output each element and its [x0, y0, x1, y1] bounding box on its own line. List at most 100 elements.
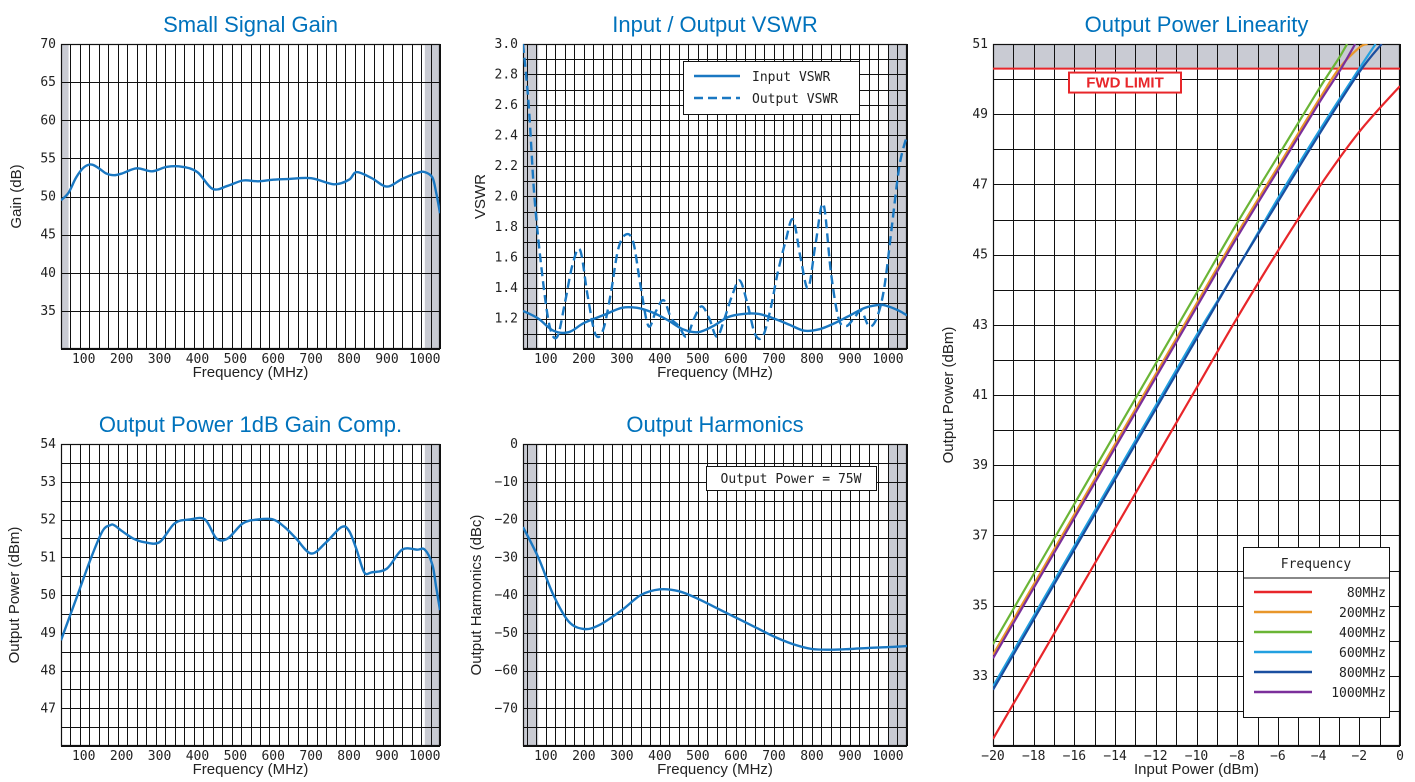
- x-tick-label: 200: [110, 352, 133, 367]
- legend-label: Input VSWR: [752, 70, 830, 85]
- legend-label: 200MHz: [1339, 606, 1386, 621]
- y-tick-label: 1.4: [495, 281, 519, 296]
- x-tick-label: −4: [1311, 749, 1327, 764]
- series-group: [61, 163, 440, 214]
- y-tick-label: −20: [495, 513, 518, 528]
- x-tick-label: 700: [299, 352, 322, 367]
- y-axis-label: Output Power (dBm): [6, 527, 23, 664]
- series-line-input-vswr: [523, 303, 907, 335]
- series-line: [61, 516, 440, 641]
- y-tick-label: 2.2: [495, 159, 518, 174]
- y-tick-label: 51: [40, 550, 56, 565]
- legend-label: 400MHz: [1339, 626, 1386, 641]
- chart-vswr: 100 200 300 400 500 600 700 800 900 1000 1.2 1.4 1.6…: [472, 12, 908, 381]
- x-tick-label: 400: [648, 749, 671, 764]
- x-tick-label: 100: [72, 749, 95, 764]
- x-tick-label: 900: [838, 749, 861, 764]
- y-tick-label: 51: [972, 37, 988, 52]
- y-tick-label: 35: [40, 304, 56, 319]
- x-axis-label: Frequency (MHz): [193, 364, 309, 381]
- y-tick-label: −50: [495, 626, 518, 641]
- x-tick-label: 1000: [409, 749, 440, 764]
- x-tick-label: 900: [375, 352, 398, 367]
- x-tick-label: 500: [224, 749, 247, 764]
- y-tick-label: 49: [40, 626, 56, 641]
- y-tick-label: 60: [40, 113, 56, 128]
- y-tick-label: 40: [40, 266, 56, 281]
- y-tick-label: 47: [40, 701, 56, 716]
- x-tick-label: 100: [534, 749, 557, 764]
- y-tick-label: 2.6: [495, 98, 518, 113]
- y-tick-label: −40: [495, 588, 518, 603]
- y-tick-label: 48: [40, 664, 56, 679]
- y-tick-label: 39: [972, 458, 988, 473]
- legend: Frequency 80MHz 200MHz 400MHz 600MHz 800MHz 10…: [1243, 547, 1390, 718]
- x-tick-label: −2: [1351, 749, 1367, 764]
- y-tick-label: 2.4: [495, 129, 519, 144]
- annotation-box: [706, 466, 877, 491]
- y-tick-label: 65: [40, 75, 56, 90]
- plot-frame: [60, 43, 441, 350]
- legend-label: 1000MHz: [1331, 686, 1386, 701]
- y-tick-label: 37: [972, 528, 988, 543]
- x-tick-label: −14: [1103, 749, 1127, 764]
- y-axis-label: VSWR: [472, 174, 489, 219]
- series-line-800mhz: [993, 44, 1383, 691]
- chart-p1db: 100 200 300 400 500 600 700 800 900 1000 47 48 49 50 5…: [6, 412, 441, 778]
- series-group: [523, 526, 907, 651]
- y-axis-label: Gain (dB): [8, 164, 25, 228]
- x-tick-label: 400: [186, 352, 209, 367]
- x-tick-label: 100: [534, 352, 557, 367]
- x-tick-label: −12: [1144, 749, 1167, 764]
- x-tick-label: 500: [224, 352, 247, 367]
- chart-lin: −20 −18 −16 −14 −12 −10 −8 −6 −4 −2 03335373941434…: [940, 12, 1404, 778]
- x-tick-label: −16: [1063, 749, 1086, 764]
- legend-label: 80MHz: [1347, 586, 1386, 601]
- legend-box: [683, 61, 860, 115]
- x-tick-label: 1000: [872, 749, 903, 764]
- x-tick-label: 600: [261, 352, 284, 367]
- series-group: [993, 44, 1400, 740]
- legend-label: 800MHz: [1339, 666, 1386, 681]
- y-tick-label: 43: [972, 318, 988, 333]
- series-line-600mhz: [993, 44, 1377, 687]
- grid: [523, 444, 908, 747]
- series-line-1000mhz: [993, 44, 1357, 659]
- x-tick-label: 500: [686, 749, 709, 764]
- legend-label: 600MHz: [1339, 646, 1386, 661]
- x-tick-label: 400: [186, 749, 209, 764]
- y-tick-label: 50: [40, 588, 56, 603]
- x-tick-label: 300: [610, 352, 633, 367]
- x-tick-label: −10: [1185, 749, 1208, 764]
- y-tick-label: 41: [972, 388, 988, 403]
- x-axis-label: Frequency (MHz): [657, 761, 773, 778]
- y-tick-label: 1.8: [495, 220, 518, 235]
- y-tick-label: 50: [40, 190, 56, 205]
- series-line: [523, 526, 907, 651]
- x-tick-label: 700: [762, 352, 785, 367]
- y-tick-label: 0: [510, 437, 518, 452]
- y-tick-label: 70: [40, 37, 56, 52]
- y-tick-label: 45: [40, 228, 56, 243]
- x-tick-label: −18: [1022, 749, 1045, 764]
- y-tick-label: −60: [495, 664, 518, 679]
- y-tick-label: 1.6: [495, 251, 518, 266]
- chart-title: Small Signal Gain: [163, 12, 338, 37]
- chart-harm: 100 200 300 400 500 600 700 800 900 1000 −70 −60 −50…: [468, 412, 908, 778]
- series-line-400mhz: [993, 44, 1349, 645]
- series-group: [523, 44, 907, 341]
- y-tick-label: 52: [40, 513, 56, 528]
- y-tick-label: 3.0: [495, 37, 518, 52]
- x-tick-label: 200: [110, 749, 133, 764]
- series-line-output-vswr: [523, 44, 907, 341]
- x-tick-label: 600: [724, 352, 747, 367]
- y-axis-label: Output Power (dBm): [940, 327, 957, 464]
- x-tick-label: 800: [800, 749, 823, 764]
- y-tick-label: 54: [40, 437, 56, 452]
- x-tick-label: 1000: [409, 352, 440, 367]
- legend-label: Output VSWR: [752, 92, 838, 107]
- x-tick-label: 900: [838, 352, 861, 367]
- chart-title: Output Power Linearity: [1085, 12, 1309, 37]
- x-tick-label: 200: [572, 352, 595, 367]
